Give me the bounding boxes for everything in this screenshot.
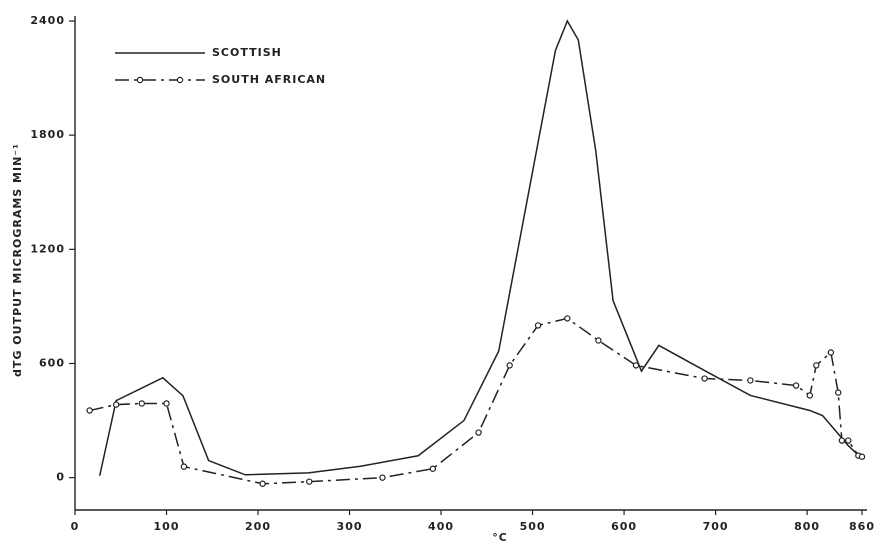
point-marker: [180, 463, 188, 470]
y-tick-label: 600: [39, 356, 65, 369]
x-tick-label: 400: [428, 520, 454, 533]
x-tick-label: 500: [520, 520, 546, 533]
point-marker: [845, 437, 852, 444]
x-tick-label: 700: [703, 520, 729, 533]
point-marker: [792, 382, 800, 389]
point-marker: [259, 480, 266, 487]
point-marker: [475, 429, 482, 436]
point-marker: [506, 362, 513, 369]
x-tick-label: 300: [337, 520, 363, 533]
point-marker: [86, 407, 93, 414]
legend-marker: [176, 76, 184, 84]
x-tick-label: 0: [71, 520, 80, 533]
y-tick-label: 0: [56, 471, 65, 484]
x-tick-label: 200: [245, 520, 271, 533]
y-tick-label: 1200: [30, 242, 65, 255]
x-axis-label: °C: [492, 531, 508, 544]
legend-label: SOUTH AFRICAN: [212, 73, 326, 86]
x-tick-label: 600: [611, 520, 637, 533]
point-marker: [534, 322, 542, 329]
point-marker: [564, 315, 571, 322]
point-marker: [835, 389, 842, 396]
x-tick-label: 860: [849, 520, 875, 533]
y-tick-label: 1800: [30, 128, 65, 141]
x-tick-label: 100: [154, 520, 180, 533]
point-marker: [306, 478, 313, 485]
y-tick-label: 2400: [30, 14, 65, 27]
point-marker: [632, 362, 640, 369]
point-marker: [595, 337, 602, 344]
y-axis-label: dTG OUTPUT MICROGRAMS MIN⁻¹: [11, 143, 24, 377]
point-marker: [813, 362, 820, 369]
point-marker: [138, 400, 146, 407]
point-marker: [747, 377, 754, 384]
x-tick-label: 800: [794, 520, 820, 533]
point-marker: [838, 437, 846, 444]
legend-marker: [136, 76, 144, 84]
series-line: [89, 317, 863, 485]
point-marker: [112, 401, 120, 408]
point-marker: [858, 453, 866, 460]
point-marker: [827, 349, 835, 356]
series-line: [98, 19, 862, 476]
point-marker: [806, 392, 814, 399]
point-marker: [379, 474, 386, 481]
point-marker: [429, 465, 437, 472]
point-marker: [163, 400, 170, 407]
point-marker: [701, 375, 708, 382]
legend-label: SCOTTISH: [212, 46, 282, 59]
